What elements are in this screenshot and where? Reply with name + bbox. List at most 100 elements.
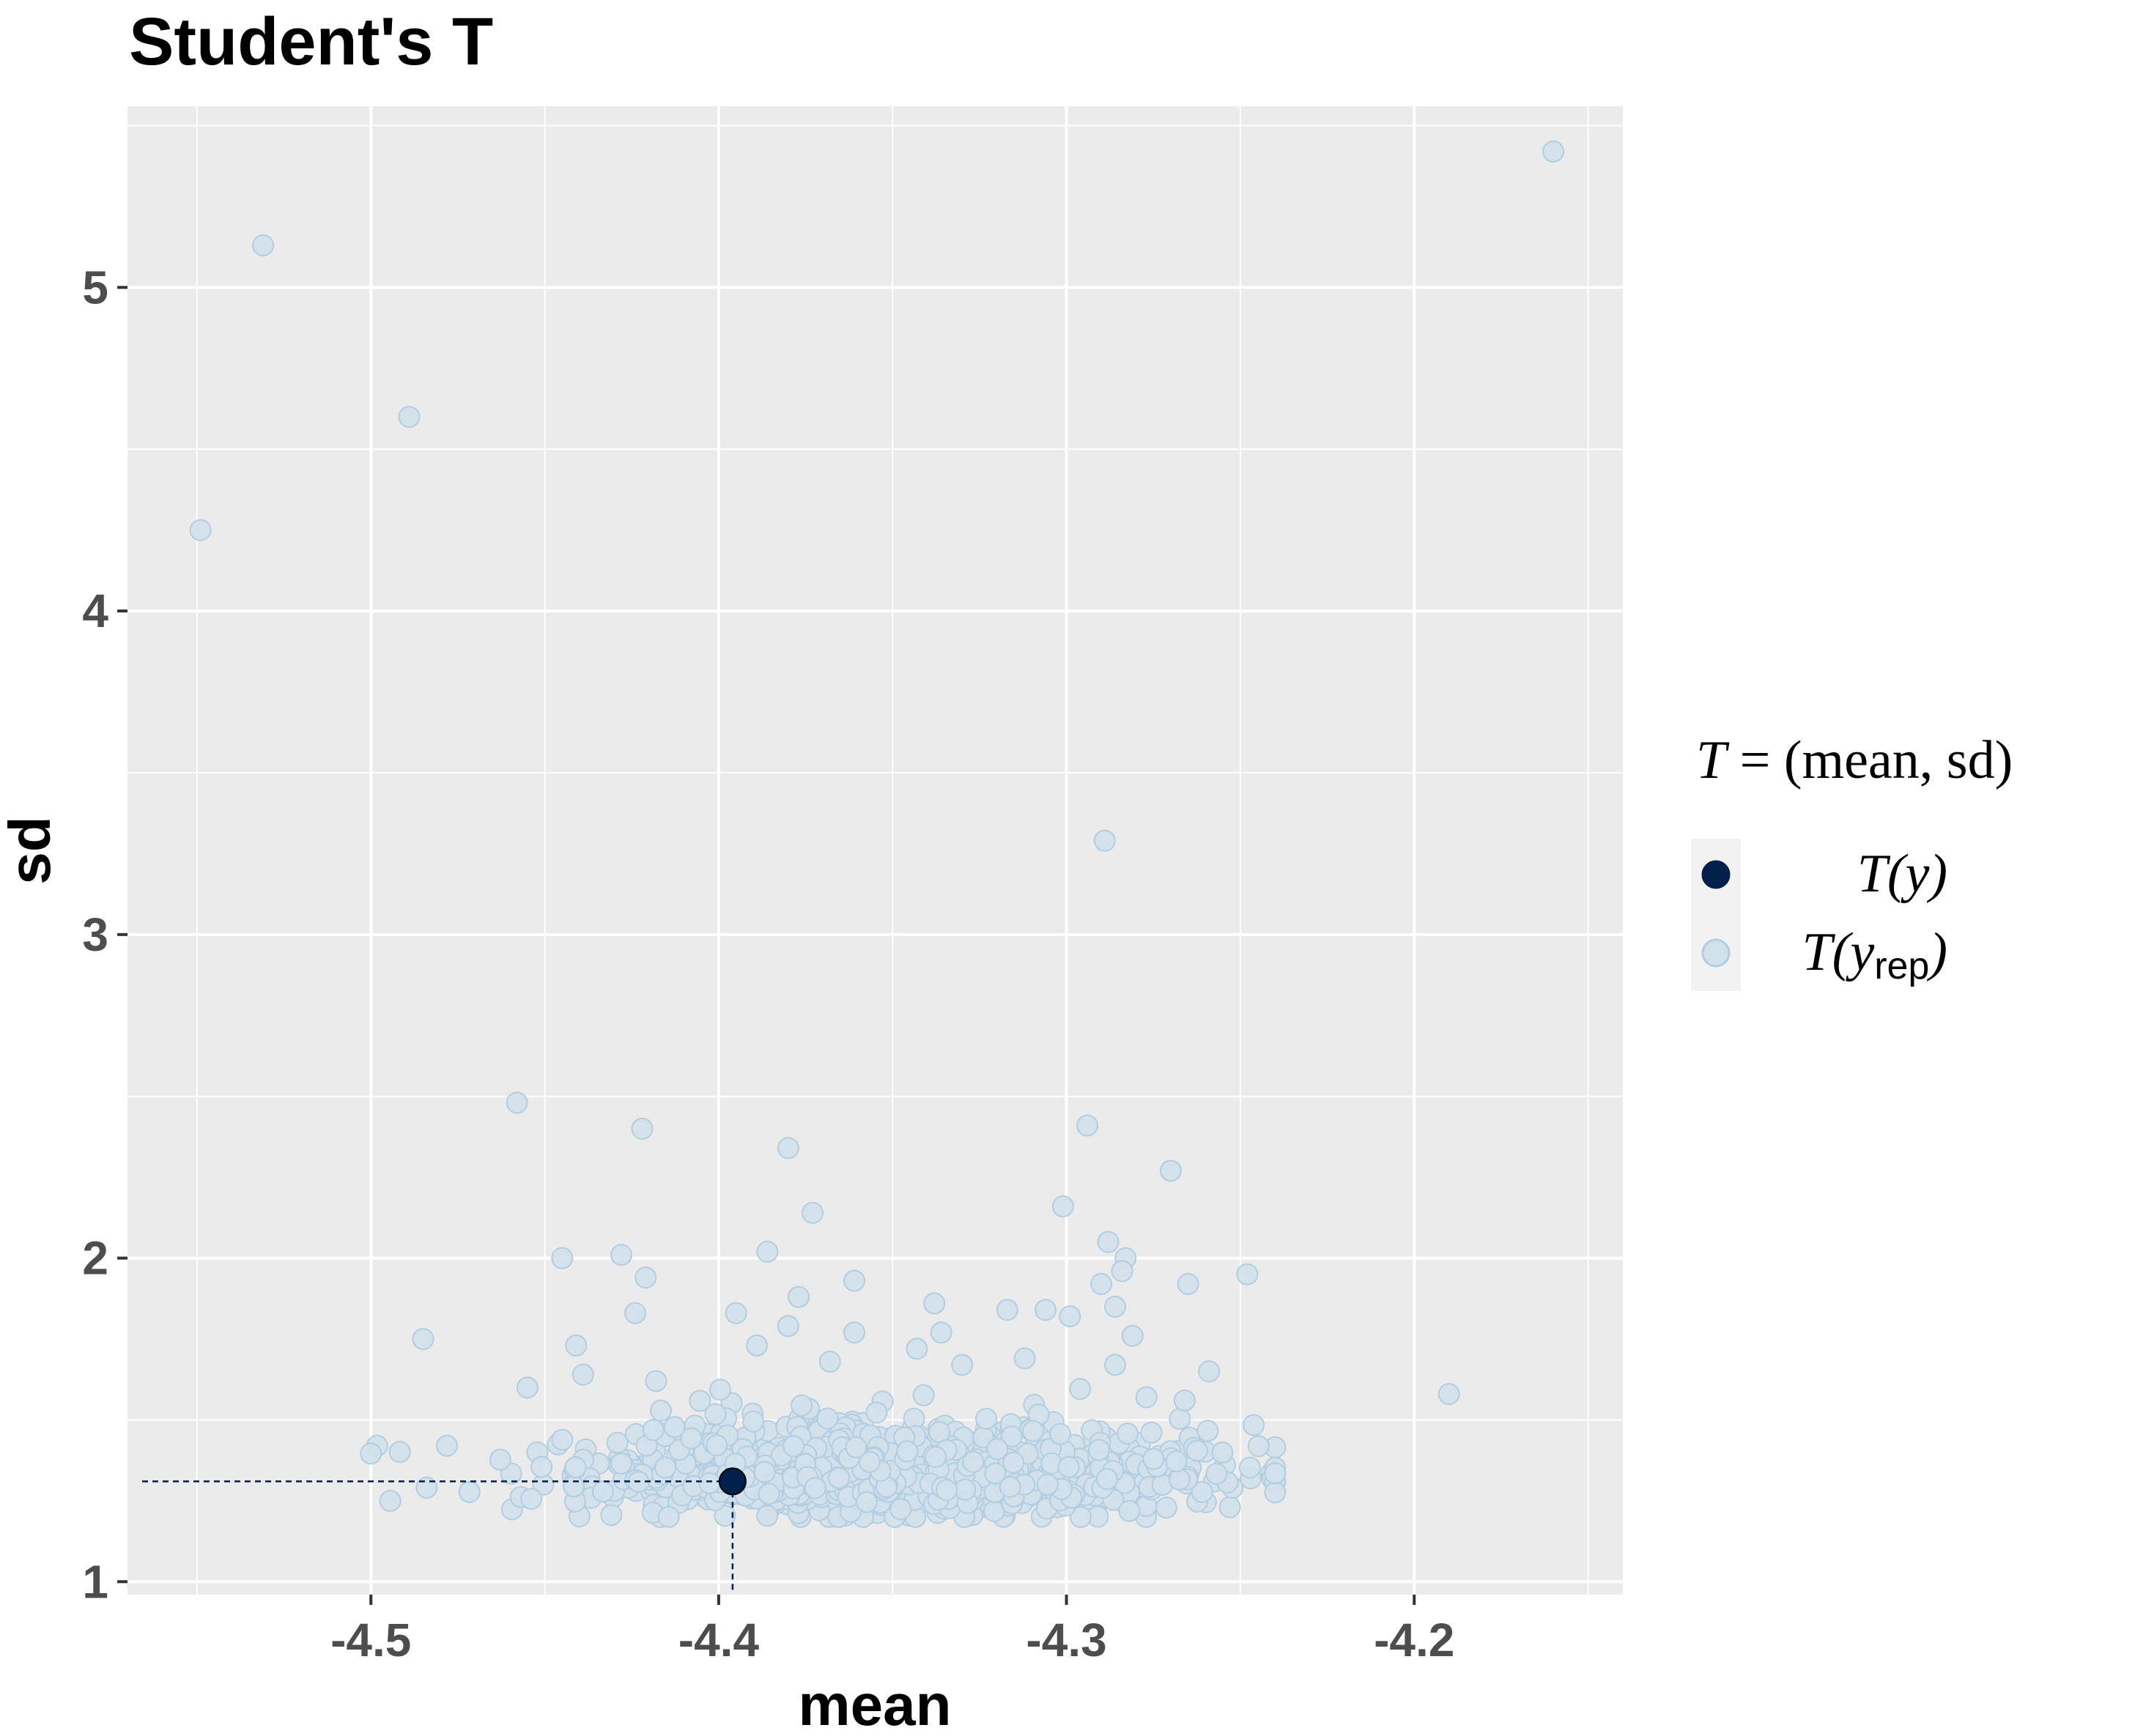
replicated-point bbox=[689, 1390, 711, 1412]
replicated-point bbox=[645, 1370, 667, 1392]
y-axis-title: sd bbox=[0, 816, 62, 884]
replicated-point bbox=[1264, 1481, 1287, 1504]
replicated-point bbox=[610, 1244, 633, 1266]
legend-label-replicated-main: T(y bbox=[1802, 922, 1875, 982]
x-tick-label: -4.4 bbox=[678, 1614, 760, 1666]
y-axis-ticks: 1 2 3 4 5 bbox=[82, 261, 127, 1608]
replicated-point bbox=[1104, 1354, 1127, 1376]
replicated-point bbox=[600, 1504, 623, 1527]
replicated-point bbox=[777, 1315, 799, 1338]
legend-title-rest: = (mean, sd) bbox=[1726, 730, 2013, 790]
x-axis-ticks: -4.5 -4.4 -4.3 -4.2 bbox=[330, 1595, 1454, 1666]
replicated-point bbox=[1140, 1421, 1163, 1444]
replicated-point bbox=[1142, 1447, 1165, 1470]
replicated-point bbox=[996, 1299, 1018, 1321]
replicated-point bbox=[489, 1448, 511, 1471]
replicated-point bbox=[975, 1407, 998, 1430]
replicated-point bbox=[1022, 1420, 1045, 1442]
observed-points bbox=[718, 1467, 747, 1496]
replicated-point bbox=[1013, 1347, 1036, 1370]
replicated-point bbox=[1076, 1114, 1099, 1137]
legend-title: T = (mean, sd) bbox=[1696, 730, 2013, 790]
legend-label-replicated-sub: rep bbox=[1874, 945, 1929, 987]
replicated-point bbox=[714, 1505, 736, 1527]
replicated-point bbox=[1218, 1496, 1241, 1518]
replicated-point bbox=[388, 1441, 411, 1464]
replicated-point bbox=[1059, 1305, 1081, 1328]
replicated-point bbox=[1205, 1463, 1228, 1485]
replicated-point bbox=[923, 1292, 946, 1315]
x-axis-title: mean bbox=[799, 1672, 952, 1736]
replicated-point bbox=[252, 234, 275, 256]
replicated-point bbox=[415, 1476, 438, 1499]
replicated-point bbox=[845, 1436, 867, 1458]
replicated-point bbox=[896, 1440, 919, 1463]
replicated-point bbox=[1247, 1435, 1270, 1458]
replicated-point bbox=[816, 1407, 839, 1430]
replicated-points bbox=[189, 140, 1565, 1528]
replicated-point bbox=[1196, 1420, 1219, 1442]
replicated-point bbox=[951, 1354, 974, 1376]
replicated-point bbox=[746, 1334, 769, 1357]
replicated-point bbox=[1542, 140, 1565, 163]
replicated-point bbox=[1243, 1414, 1265, 1436]
replicated-point bbox=[551, 1247, 574, 1269]
replicated-point bbox=[680, 1427, 703, 1450]
replicated-point bbox=[379, 1489, 402, 1512]
x-tick-label: -4.3 bbox=[1026, 1614, 1106, 1666]
replicated-point bbox=[1169, 1408, 1191, 1431]
replicated-point bbox=[458, 1480, 481, 1503]
replicated-point bbox=[865, 1401, 888, 1424]
replicated-point bbox=[777, 1137, 799, 1160]
replicated-point bbox=[624, 1302, 646, 1324]
legend-key-replicated bbox=[1701, 938, 1731, 968]
replicated-point bbox=[1173, 1389, 1196, 1412]
replicated-point bbox=[1097, 1231, 1120, 1253]
replicated-point bbox=[1117, 1422, 1139, 1445]
x-tick-label: -4.2 bbox=[1374, 1614, 1454, 1666]
replicated-point bbox=[551, 1428, 574, 1451]
replicated-point bbox=[1135, 1386, 1158, 1409]
legend-label-replicated-close: ) bbox=[1926, 922, 1947, 982]
replicated-point bbox=[999, 1475, 1021, 1498]
replicated-point bbox=[1069, 1378, 1092, 1401]
replicated-point bbox=[654, 1456, 677, 1479]
replicated-point bbox=[1057, 1455, 1080, 1478]
replicated-point bbox=[571, 1363, 594, 1386]
replicated-point bbox=[843, 1321, 866, 1344]
chart-title: Student's T bbox=[129, 4, 493, 79]
replicated-point bbox=[564, 1456, 587, 1479]
replicated-point bbox=[1198, 1360, 1221, 1383]
legend-title-symbol: T bbox=[1696, 730, 1730, 790]
replicated-point bbox=[1211, 1442, 1234, 1464]
replicated-point bbox=[398, 406, 421, 429]
replicated-point bbox=[1177, 1272, 1199, 1295]
replicated-point bbox=[412, 1328, 434, 1351]
legend-label-observed: T(y) bbox=[1857, 844, 1947, 904]
replicated-point bbox=[1165, 1450, 1188, 1473]
replicated-point bbox=[930, 1321, 952, 1344]
replicated-point bbox=[1121, 1324, 1144, 1347]
replicated-point bbox=[756, 1505, 779, 1527]
replicated-point bbox=[1095, 1468, 1118, 1491]
replicated-point bbox=[925, 1446, 947, 1469]
replicated-point bbox=[642, 1419, 665, 1442]
replicated-point bbox=[906, 1338, 928, 1360]
y-tick-label: 1 bbox=[82, 1555, 108, 1608]
observed-point bbox=[718, 1467, 747, 1496]
replicated-point bbox=[855, 1491, 878, 1513]
replicated-point bbox=[1191, 1480, 1213, 1503]
replicated-point bbox=[634, 1266, 657, 1289]
replicated-point bbox=[435, 1434, 458, 1457]
legend: T = (mean, sd) T(y) T(yrep) bbox=[1691, 730, 2013, 991]
replicated-point bbox=[912, 1384, 935, 1406]
replicated-point bbox=[804, 1477, 826, 1499]
legend-key-observed bbox=[1701, 860, 1731, 889]
replicated-point bbox=[725, 1302, 747, 1324]
observed-guide-lines bbox=[142, 1480, 734, 1593]
replicated-point bbox=[1051, 1195, 1074, 1217]
grid-major bbox=[127, 106, 1623, 1595]
replicated-point bbox=[1155, 1496, 1177, 1519]
replicated-point bbox=[828, 1466, 851, 1489]
replicated-point bbox=[843, 1269, 866, 1292]
